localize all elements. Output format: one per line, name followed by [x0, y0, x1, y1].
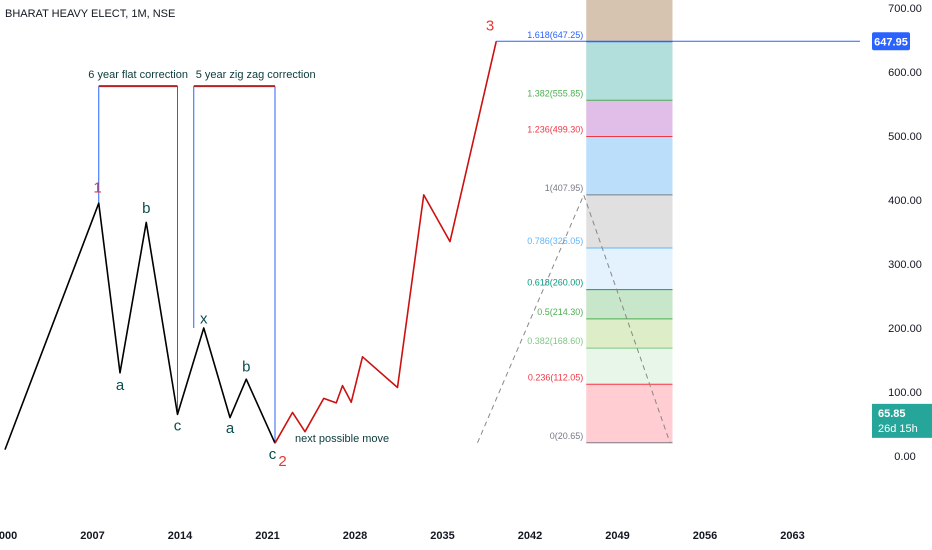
axes: 700.00 600.00 500.00 400.00 300.00 200.00 100.… [0, 3, 932, 542]
x-tick-label: 2056 [693, 530, 717, 542]
fib-label-1.382: 1.382(555.85) [527, 88, 583, 98]
price-tag-label: 647.95 [874, 36, 908, 48]
wave-label-a: a [116, 377, 125, 394]
correction-guides: 6 year flat correction 5 year zig zag cor… [88, 40, 860, 444]
bar-countdown-label: 26d 15h [878, 423, 918, 435]
wave-label-b: b [242, 359, 250, 376]
x-tick-label: 2049 [605, 530, 629, 542]
fib-zone-0.618 [586, 289, 673, 319]
fib-label-0.236: 0.236(112.05) [528, 372, 583, 382]
y-tick-label: 700.00 [888, 3, 922, 15]
y-tick-label: 500.00 [888, 131, 922, 143]
next-move-annotation: next possible move [295, 433, 389, 445]
wave-label-x: x [200, 311, 208, 328]
fib-zone-1.236 [586, 136, 673, 195]
fib-zone-0.382 [586, 348, 673, 385]
fib-label-0.382: 0.382(168.60) [527, 336, 583, 346]
fib-zone-0.236 [586, 384, 673, 443]
fib-zone-1.618 [586, 41, 673, 101]
x-tick-label: 2014 [168, 530, 193, 542]
wave-label-1: 1 [93, 179, 101, 196]
correction-label: 6 year flat correction [88, 69, 188, 81]
wave-label-a: a [226, 420, 235, 437]
wave-label-c: c [174, 417, 182, 434]
x-tick-label: 2000 [0, 530, 17, 542]
wave-label-c: c [269, 446, 277, 463]
fib-label-0.618: 0.618(260.00) [527, 278, 583, 288]
fib-label-1.618: 1.618(647.25) [527, 30, 583, 40]
x-tick-label: 2021 [255, 530, 279, 542]
fib-label-0.786: 0.786(325.05) [527, 236, 583, 246]
current-price-tag [872, 403, 932, 438]
y-tick-label: 400.00 [888, 195, 922, 207]
x-tick-label: 2063 [780, 530, 804, 542]
x-tick-label: 2028 [343, 530, 367, 542]
fib-label-1.236: 1.236(499.30) [527, 124, 583, 134]
y-tick-label: 600.00 [888, 67, 922, 79]
chart-title: BHARAT HEAVY ELECT, 1M, NSE [5, 8, 176, 20]
x-tick-label: 2042 [518, 530, 542, 542]
wave-label-2: 2 [278, 453, 286, 470]
fib-trend-line [477, 193, 671, 443]
wave-label-b: b [142, 200, 150, 217]
current-price-label: 65.85 [878, 408, 906, 420]
fib-zone-0.5 [586, 318, 673, 349]
x-tick-label: 2035 [430, 530, 454, 542]
x-tick-label: 2007 [80, 530, 104, 542]
fib-zone-top [586, 0, 673, 42]
wave-label-3: 3 [486, 17, 494, 34]
historical-wave-line [4, 202, 276, 450]
y-tick-label: 100.00 [888, 387, 922, 399]
price-tag [872, 32, 910, 51]
fib-zone-0.786 [586, 247, 673, 290]
y-tick-label: 300.00 [888, 259, 922, 271]
y-tick-label: 0.00 [894, 451, 915, 463]
fibonacci-extension: 1.618(647.25) 1.382(555.85) 1.236(499.30) 1… [477, 0, 673, 444]
fib-zone-1 [586, 194, 673, 248]
fib-label-0: 0(20.65) [550, 431, 584, 441]
projection-wave-line [274, 41, 498, 444]
fib-zone-1.382 [586, 100, 673, 137]
y-tick-label: 200.00 [888, 323, 922, 335]
fib-label-1: 1(407.95) [545, 183, 584, 193]
correction-label: 5 year zig zag correction [196, 69, 316, 81]
price-series [4, 41, 498, 450]
fib-label-0.5: 0.5(214.30) [537, 307, 583, 317]
